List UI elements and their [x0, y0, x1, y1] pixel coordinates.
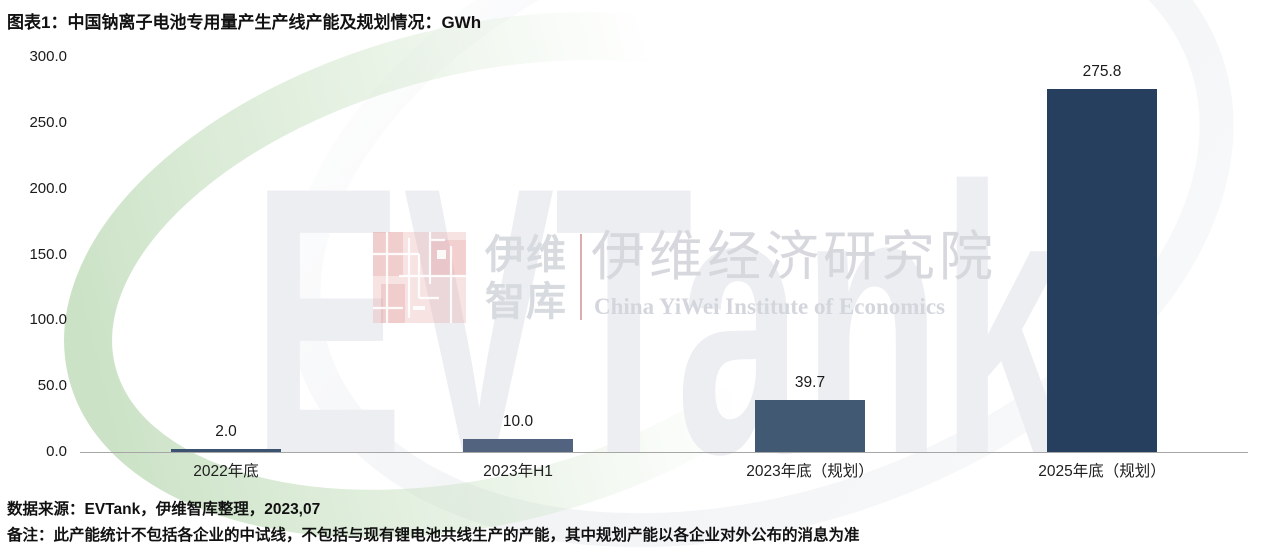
bar-value-label-3: 275.8: [1082, 63, 1122, 80]
bar-value-label-1: 10.0: [502, 413, 534, 430]
y-axis-tick-4: 100.0: [29, 311, 67, 329]
y-axis-tick-5: 50.0: [37, 377, 67, 395]
x-axis-label-2: 2023年底（规划）: [746, 463, 874, 480]
bar-0: [171, 449, 281, 452]
y-axis-tick-2: 200.0: [29, 179, 67, 197]
y-axis-tick-3: 150.0: [29, 245, 67, 263]
x-axis-label-0: 2022年底: [193, 463, 259, 480]
data-source-note: 数据来源：EVTank，伊维智库整理，2023,07: [7, 501, 321, 518]
y-axis-tick-1: 250.0: [29, 113, 67, 131]
y-axis-tick-0: 300.0: [29, 48, 67, 65]
x-axis-label-3: 2025年底（规划）: [1038, 463, 1166, 480]
bar-3: [1047, 89, 1157, 452]
plot-area: 2.0 10.0 39.7 275.8: [80, 57, 1248, 452]
bar-2: [755, 400, 865, 452]
remark-note: 备注：此产能统计不包括各企业的中试线，不包括与现有锂电池共线生产的产能，其中规划…: [7, 527, 860, 544]
bar-value-label-0: 2.0: [215, 423, 237, 440]
bar-value-label-2: 39.7: [794, 374, 826, 391]
chart-title: 图表1：中国钠离子电池专用量产生产线产能及规划情况：GWh: [7, 13, 482, 32]
x-axis-line: [80, 452, 1248, 453]
y-axis-tick-6: 0.0: [46, 443, 67, 460]
bar-1: [463, 439, 573, 452]
x-axis-label-1: 2023年H1: [483, 463, 553, 480]
